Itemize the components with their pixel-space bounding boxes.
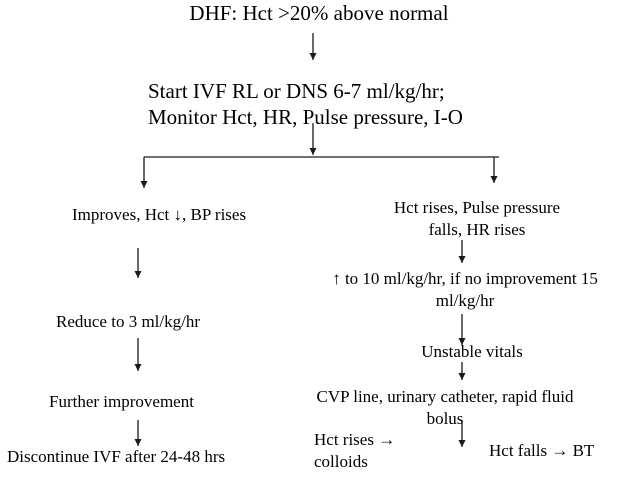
node-hct-rises-colloids: Hct rises → colloids xyxy=(314,429,395,473)
node-hct-rises: Hct rises, Pulse pressure falls, HR rise… xyxy=(367,197,587,241)
node-further-improvement: Further improvement xyxy=(49,392,194,411)
node-increase-rate-line2: ml/kg/hr xyxy=(435,291,495,310)
node-reduce-rate: Reduce to 3 ml/kg/hr xyxy=(56,312,201,331)
node-hct-falls-bt: Hct falls → BT xyxy=(489,441,595,460)
node-start-ivf-line1: Start IVF RL or DNS 6-7 ml/kg/hr; xyxy=(148,79,445,103)
node-hct-rises-line2: falls, HR rises xyxy=(428,220,526,239)
node-increase-rate: ↑ to 10 ml/kg/hr, if no improvement 15 m… xyxy=(315,268,615,312)
node-start-ivf: Start IVF RL or DNS 6-7 ml/kg/hr; Monito… xyxy=(148,78,463,130)
node-start-ivf-line2: Monitor Hct, HR, Pulse pressure, I-O xyxy=(148,105,463,129)
node-title: DHF: Hct >20% above normal xyxy=(189,1,449,25)
node-increase-rate-line1: ↑ to 10 ml/kg/hr, if no improvement 15 xyxy=(332,269,598,288)
node-hct-rises-colloids-line2: colloids xyxy=(314,452,368,471)
node-cvp-bolus: CVP line, urinary catheter, rapid fluid … xyxy=(299,386,591,430)
node-hct-rises-colloids-line1: Hct rises → xyxy=(314,430,396,449)
node-cvp-bolus-line1: CVP line, urinary catheter, rapid fluid xyxy=(316,387,574,406)
node-discontinue-ivf: Discontinue IVF after 24-48 hrs xyxy=(7,447,226,466)
node-hct-rises-line1: Hct rises, Pulse pressure xyxy=(393,198,561,217)
node-unstable-vitals: Unstable vitals xyxy=(421,342,523,361)
node-improves: Improves, Hct ↓, BP rises xyxy=(72,205,247,224)
node-cvp-bolus-line2: bolus xyxy=(426,409,464,428)
